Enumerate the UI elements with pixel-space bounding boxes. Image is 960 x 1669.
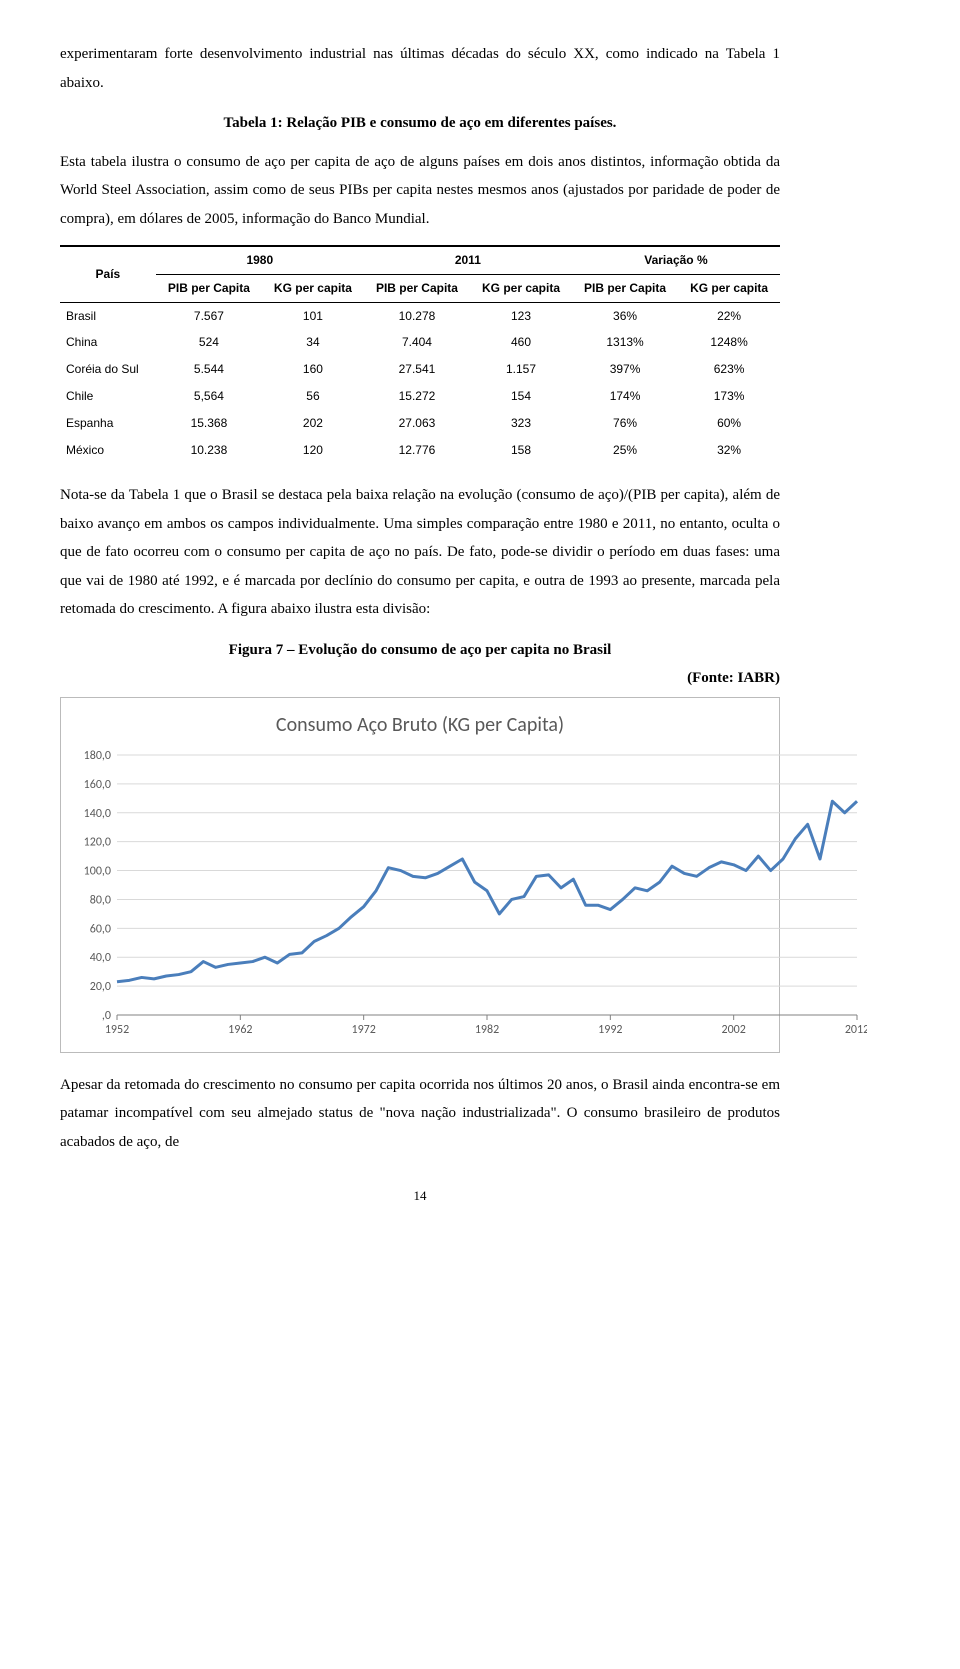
table-cell: 7.567 <box>156 302 262 329</box>
table-cell: Brasil <box>60 302 156 329</box>
table-subheader: PIB per Capita <box>156 274 262 302</box>
table-row: Coréia do Sul5.54416027.5411.157397%623% <box>60 356 780 383</box>
table-subheader: KG per capita <box>470 274 572 302</box>
svg-text:2012: 2012 <box>845 1023 867 1037</box>
svg-text:40,0: 40,0 <box>90 951 111 965</box>
table-cell: 34 <box>262 329 364 356</box>
table-cell: 154 <box>470 383 572 410</box>
table-cell: Espanha <box>60 410 156 437</box>
table-cell: 60% <box>678 410 780 437</box>
svg-text:80,0: 80,0 <box>90 893 111 907</box>
svg-text:1992: 1992 <box>598 1023 622 1037</box>
table-cell: 323 <box>470 410 572 437</box>
line-chart: ,0 20,0 40,0 60,0 80,0 100,0 120,0 140,0 160,0 18… <box>67 750 867 1050</box>
svg-text:100,0: 100,0 <box>84 864 111 878</box>
table-cell: 22% <box>678 302 780 329</box>
table-header-group-1980: 1980 <box>156 246 364 274</box>
table-row: Chile5,5645615.272154174%173% <box>60 383 780 410</box>
table-cell: 36% <box>572 302 678 329</box>
page-number: 14 <box>60 1184 780 1209</box>
figure-caption: Figura 7 – Evolução do consumo de aço pe… <box>60 636 780 665</box>
chart-container: Consumo Aço Bruto (KG per Capita) ,0 20,0… <box>60 697 780 1053</box>
paragraph: Nota-se da Tabela 1 que o Brasil se dest… <box>60 481 780 624</box>
table-cell: 174% <box>572 383 678 410</box>
table-cell: 27.063 <box>364 410 470 437</box>
svg-text:120,0: 120,0 <box>84 836 111 850</box>
table-header-group-var: Variação % <box>572 246 780 274</box>
table-cell: Chile <box>60 383 156 410</box>
table-cell: 10.238 <box>156 437 262 464</box>
table-cell: 27.541 <box>364 356 470 383</box>
svg-text:180,0: 180,0 <box>84 750 111 763</box>
svg-text:140,0: 140,0 <box>84 807 111 821</box>
table-cell: 524 <box>156 329 262 356</box>
table-cell: 5.544 <box>156 356 262 383</box>
figure-source: (Fonte: IABR) <box>60 664 780 693</box>
svg-text:1972: 1972 <box>352 1023 376 1037</box>
paragraph: Apesar da retomada do crescimento no con… <box>60 1071 780 1157</box>
svg-text:160,0: 160,0 <box>84 778 111 792</box>
table-cell: México <box>60 437 156 464</box>
table-cell: 32% <box>678 437 780 464</box>
table-cell: 158 <box>470 437 572 464</box>
table-cell: 397% <box>572 356 678 383</box>
svg-text:,0: ,0 <box>102 1009 111 1023</box>
table-cell: 202 <box>262 410 364 437</box>
table-cell: 173% <box>678 383 780 410</box>
svg-text:1962: 1962 <box>228 1023 252 1037</box>
table-subheader: KG per capita <box>262 274 364 302</box>
table-cell: 25% <box>572 437 678 464</box>
svg-text:2002: 2002 <box>722 1023 746 1037</box>
table-header-country: País <box>60 246 156 302</box>
paragraph: Esta tabela ilustra o consumo de aço per… <box>60 148 780 234</box>
table-row: Espanha15.36820227.06332376%60% <box>60 410 780 437</box>
table-cell: 1.157 <box>470 356 572 383</box>
table-cell: 15.272 <box>364 383 470 410</box>
data-table: País 1980 2011 Variação % PIB per Capita… <box>60 245 780 463</box>
paragraph: experimentaram forte desenvolvimento ind… <box>60 40 780 97</box>
table-cell: 623% <box>678 356 780 383</box>
chart-title: Consumo Aço Bruto (KG per Capita) <box>67 706 773 744</box>
table-cell: 160 <box>262 356 364 383</box>
table-cell: 7.404 <box>364 329 470 356</box>
table-cell: 12.776 <box>364 437 470 464</box>
table-cell: China <box>60 329 156 356</box>
table-cell: 5,564 <box>156 383 262 410</box>
svg-text:20,0: 20,0 <box>90 980 111 994</box>
table-cell: 1248% <box>678 329 780 356</box>
table-cell: 15.368 <box>156 410 262 437</box>
table-cell: 76% <box>572 410 678 437</box>
table-row: China524347.4044601313%1248% <box>60 329 780 356</box>
table-caption: Tabela 1: Relação PIB e consumo de aço e… <box>60 109 780 138</box>
table-row: México10.23812012.77615825%32% <box>60 437 780 464</box>
table-cell: 101 <box>262 302 364 329</box>
table-subheader: KG per capita <box>678 274 780 302</box>
table-header-group-2011: 2011 <box>364 246 572 274</box>
table-subheader: PIB per Capita <box>364 274 470 302</box>
table-row: Brasil7.56710110.27812336%22% <box>60 302 780 329</box>
svg-text:1982: 1982 <box>475 1023 499 1037</box>
table-cell: 56 <box>262 383 364 410</box>
table-cell: 10.278 <box>364 302 470 329</box>
svg-text:60,0: 60,0 <box>90 922 111 936</box>
table-subheader: PIB per Capita <box>572 274 678 302</box>
table-cell: 1313% <box>572 329 678 356</box>
table-cell: Coréia do Sul <box>60 356 156 383</box>
svg-text:1952: 1952 <box>105 1023 129 1037</box>
table-cell: 123 <box>470 302 572 329</box>
table-cell: 460 <box>470 329 572 356</box>
table-cell: 120 <box>262 437 364 464</box>
